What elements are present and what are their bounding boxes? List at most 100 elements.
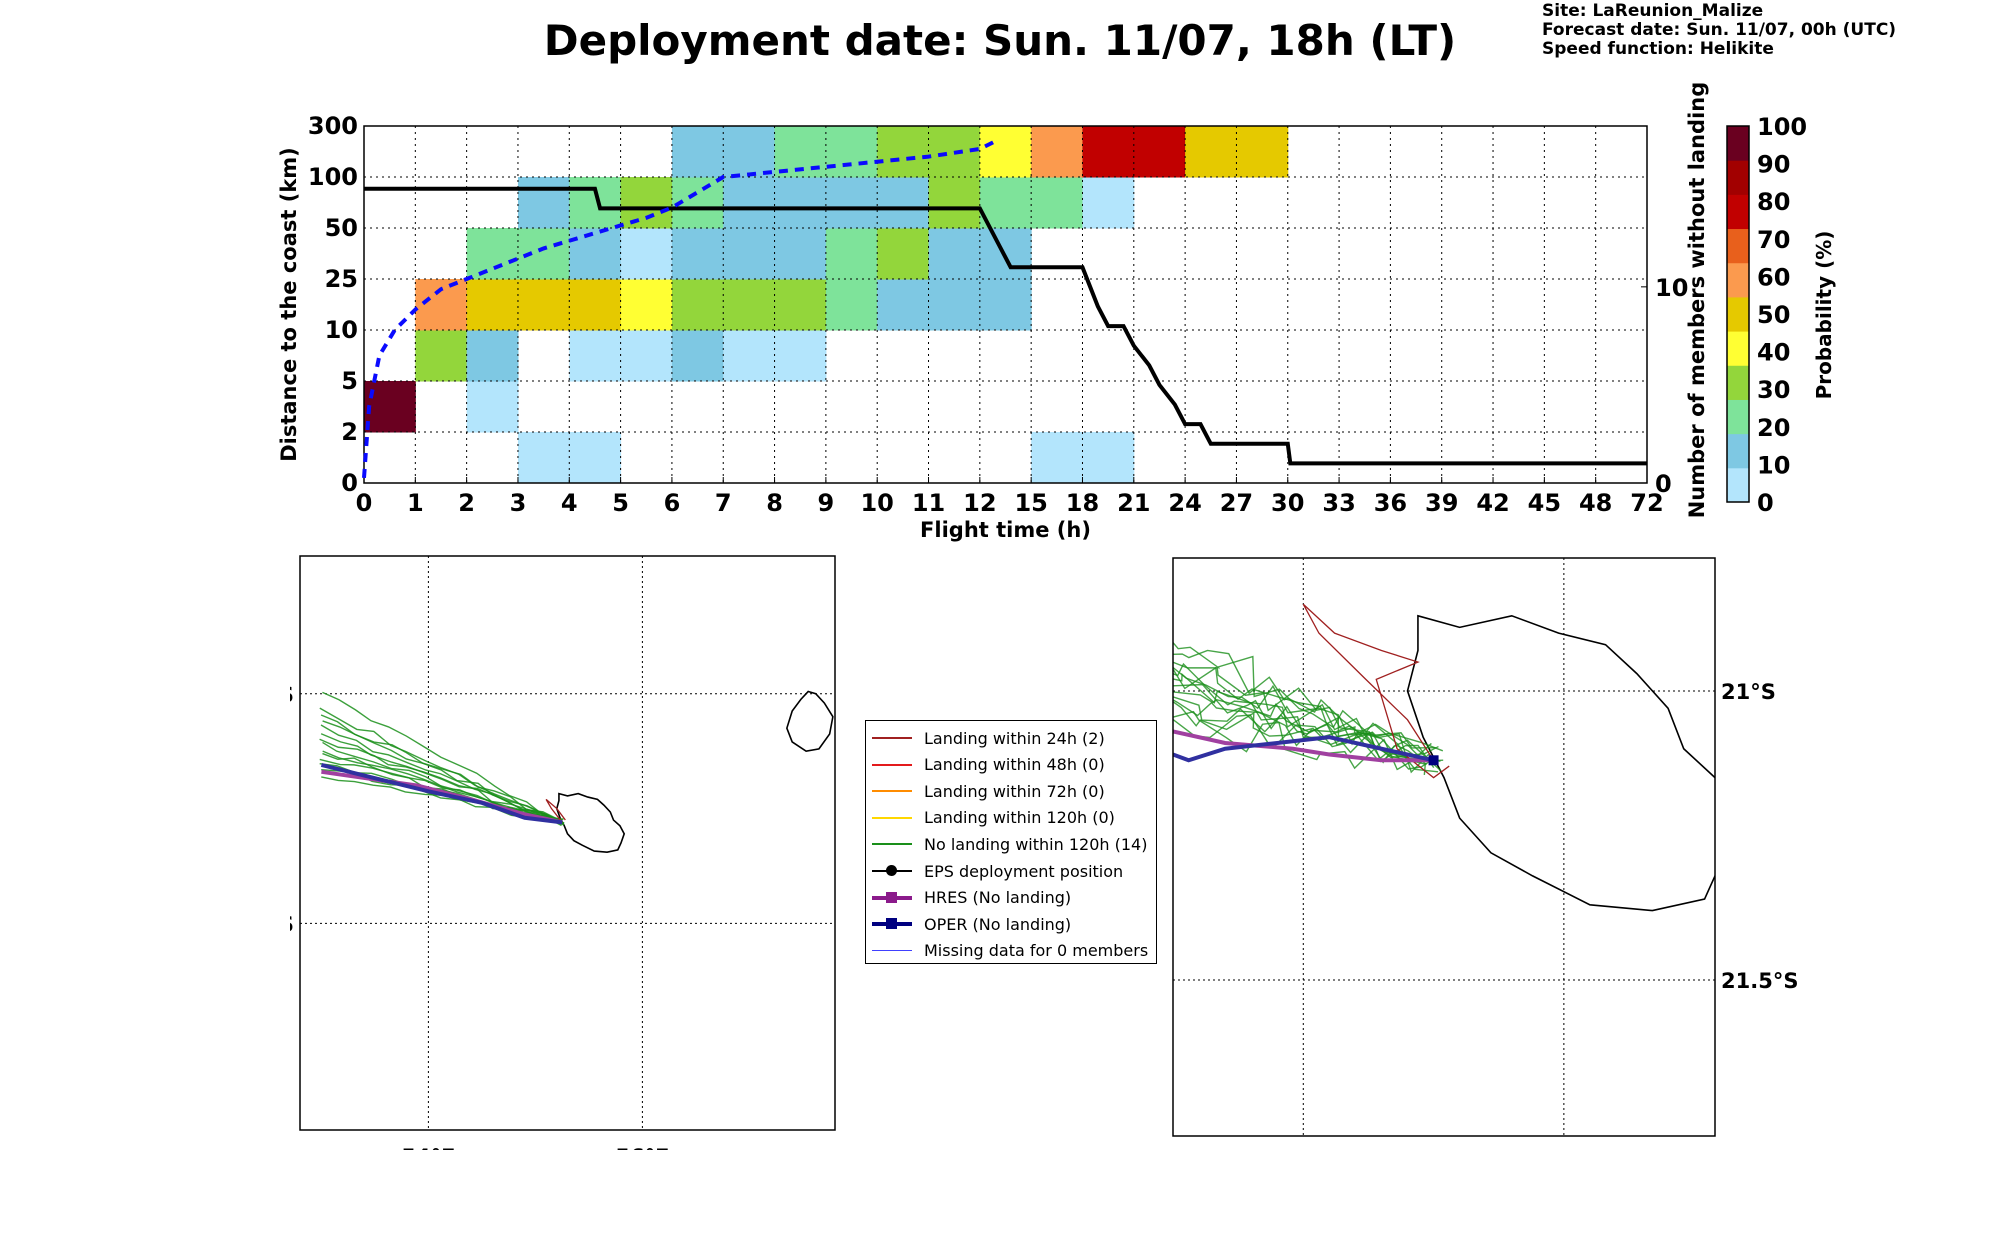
overview-map: 54°E 56°E 20°S 22°S [290,555,836,1150]
colorbar-tick-label: 100 [1757,113,1807,141]
heatmap-cell [877,228,930,280]
x-tick-label: 2 [458,489,475,517]
heatmap-cell [671,279,724,331]
heatmap-cell [671,228,724,280]
coastline [555,792,626,853]
colorbar-segment [1727,296,1749,332]
x-tick-label: 15 [1014,489,1047,517]
legend-label: Landing within 48h (0) [924,755,1105,775]
x-tick-label: 39 [1425,489,1458,517]
map-frame [1172,557,1716,1137]
heatmap-cell [569,177,622,229]
x-tick-label: 30 [1271,489,1304,517]
heatmap-cell [825,228,878,280]
heatmap-cell [774,228,827,280]
x-tick-label: 21 [1117,489,1150,517]
x-tick-label: 48 [1579,489,1612,517]
heatmap-cell [620,177,673,229]
legend-marker [886,891,897,903]
colorbar-segment [1727,262,1749,298]
legend-swatch [872,728,912,748]
colorbar-tick-label: 30 [1757,376,1790,404]
members-without-landing-line [364,186,1647,466]
coastline [786,690,834,753]
x-tick-label: 7 [715,489,732,517]
heatmap-cell [877,279,930,331]
colorbar-segment [1727,194,1749,230]
heatmap-cell [415,279,468,331]
heatmap-cell [979,126,1032,178]
oper-track [320,762,563,825]
heatmap-cell [466,228,519,280]
zoom-map: 55°E55.5°E21°S21.5°S [1172,557,1798,1137]
legend-item: EPS deployment position [872,858,1123,884]
heatmap-cell [723,177,776,229]
heatmap-cell [928,279,981,331]
y-tick-label: 2 [341,418,358,446]
landing-track [545,798,566,823]
heatmap-cell [569,330,622,382]
heatmap-cell [569,432,622,484]
x-tick-label: 5 [612,489,629,517]
colorbar-label: Probability (%) [1812,231,1836,400]
legend-swatch [872,941,912,961]
legend-label: EPS deployment position [924,861,1124,881]
legend-label: Landing within 72h (0) [924,781,1105,801]
info-block: Site: LaReunion_Malize Forecast date: Su… [1542,2,1896,59]
heatmap-cell [671,330,724,382]
legend-label: OPER (No landing) [924,914,1072,934]
colorbar-tick-label: 0 [1757,489,1774,517]
legend-swatch [872,808,912,828]
speed-label: Speed function: Helikite [1542,39,1774,59]
colorbar-segment [1727,433,1749,469]
colorbar-tick-label: 20 [1757,414,1790,442]
x-tick-label: 45 [1528,489,1561,517]
map-content [1173,558,1715,1136]
heatmap-cell [620,279,673,331]
legend-item: Landing within 24h (2) [872,725,1105,751]
lat-tick-label: 21.5°S [1721,969,1798,993]
colorbar-tick-label: 90 [1757,151,1790,179]
heatmap-cell [569,279,622,331]
colorbar-segment [1727,228,1749,264]
heatmap-cell [466,381,519,433]
ensemble-track [1173,683,1430,774]
deployment-marker [1428,755,1439,766]
heatmap-cell [723,279,776,331]
ensemble-track [1173,666,1441,763]
legend-item: Landing within 72h (0) [872,778,1105,804]
x-tick-label: 27 [1220,489,1253,517]
legend-item: Missing data for 0 members [872,938,1148,964]
x-tick-label: 33 [1322,489,1355,517]
legend-swatch [872,755,912,775]
legend-item: OPER (No landing) [872,911,1071,937]
y-tick-label: 50 [325,214,358,242]
legend-label: HRES (No landing) [924,888,1072,908]
heatmap-cell [723,126,776,178]
ensemble-track [1173,672,1428,766]
x-tick-label: 3 [510,489,527,517]
x-tick-label: 4 [561,489,578,517]
coastline [1406,614,1715,912]
colorbar-tick-label: 80 [1757,188,1790,216]
heatmap-cell [620,228,673,280]
right-tick-label: 0 [1655,470,1672,498]
x-tick-label: 11 [912,489,945,517]
heatmap-cell [1133,126,1186,178]
colorbar-tick-label: 40 [1757,339,1790,367]
x-tick-label: 1 [407,489,424,517]
map-content [300,556,835,1130]
ensemble-track [1173,666,1444,752]
ensemble-track [1173,641,1434,762]
heatmap-cell [517,177,570,229]
x-tick-label: 72 [1630,489,1663,517]
colorbar-segment [1727,365,1749,400]
heatmap-cell [877,126,930,178]
x-axis-label: Flight time (h) [920,518,1091,542]
legend-line [872,763,912,766]
heatmap-cell [1031,177,1083,229]
y-tick-label: 25 [325,265,358,293]
heatmap-cell [877,177,930,229]
forecast-label: Forecast date: Sun. 11/07, 00h (UTC) [1542,20,1897,40]
legend-line [872,816,912,819]
